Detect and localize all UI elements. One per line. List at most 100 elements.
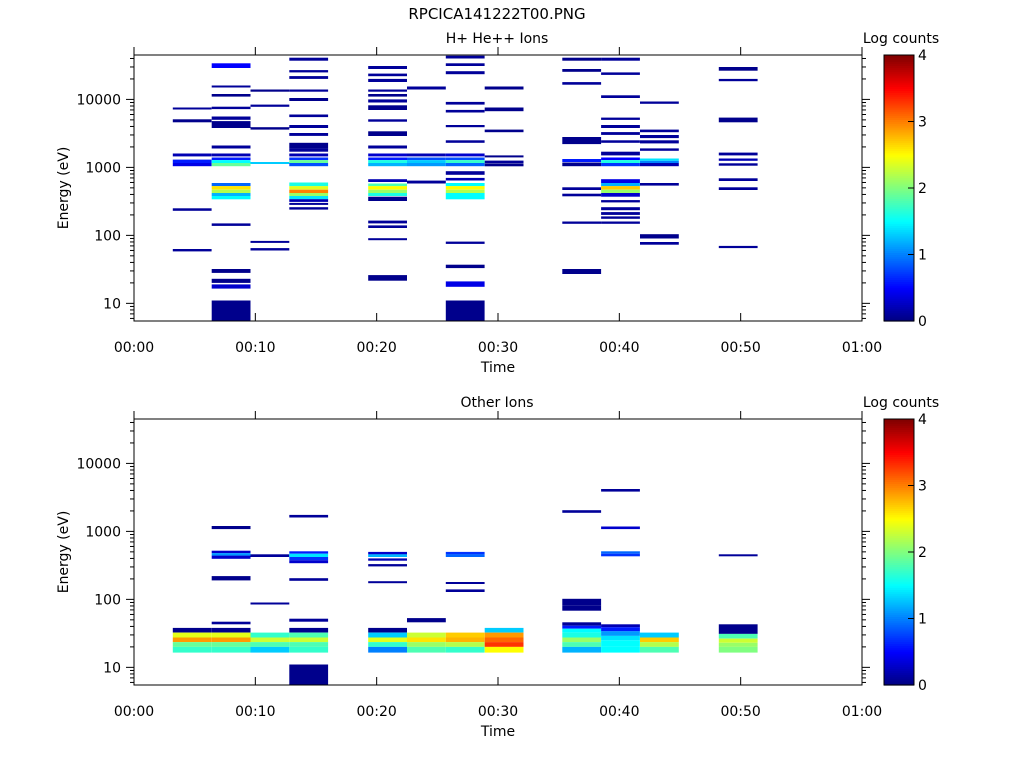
heatmap-cell: [601, 183, 640, 187]
heatmap-cell: [601, 640, 640, 647]
heatmap-cell: [368, 163, 407, 167]
colorbar-step: [884, 527, 914, 530]
colorbar-step: [884, 556, 914, 559]
colorbar-step: [884, 468, 914, 472]
heatmap-cell: [407, 180, 446, 184]
colorbar-step: [884, 156, 914, 160]
colorbar-step: [884, 500, 914, 503]
heatmap-cell: [289, 642, 329, 647]
colorbar-step: [884, 466, 914, 470]
colorbar-step: [884, 169, 914, 172]
colorbar-step: [884, 279, 914, 283]
colorbar-step: [884, 163, 914, 166]
colorbar-step: [884, 635, 914, 638]
colorbar-step: [884, 233, 914, 237]
colorbar-step: [884, 167, 914, 170]
heatmap-cell: [484, 160, 524, 163]
colorbar-step: [884, 277, 914, 281]
heatmap-cell: [407, 157, 446, 161]
heatmap-cell: [289, 193, 329, 196]
heatmap-cell: [211, 555, 251, 559]
colorbar-step: [884, 310, 914, 314]
colorbar-step: [884, 119, 914, 123]
heatmap-cell: [484, 642, 524, 647]
heatmap-cell: [211, 160, 251, 163]
heatmap-cell: [601, 631, 640, 636]
heatmap-cell: [211, 106, 251, 110]
x-axis-label: Time: [480, 360, 515, 376]
colorbar-step: [884, 129, 914, 133]
heatmap-cell: [601, 117, 640, 120]
heatmap-cell: [601, 200, 640, 203]
colorbar-step: [884, 429, 914, 433]
heatmap-cell: [601, 212, 640, 215]
colorbar-step: [884, 524, 914, 528]
colorbar-step: [884, 537, 914, 541]
heatmap-cell: [368, 179, 407, 182]
colorbar-step: [884, 560, 914, 563]
colorbar-step: [884, 281, 914, 285]
heatmap-cell: [601, 160, 640, 163]
colorbar-step: [884, 522, 914, 526]
colorbar-step: [884, 229, 914, 233]
heatmap-cells: [172, 489, 758, 685]
colorbar-step: [884, 152, 914, 156]
y-tick-label: 10: [103, 660, 121, 676]
colorbar-step: [884, 421, 914, 424]
colorbar-step: [884, 576, 914, 580]
colorbar-tick-label: 2: [918, 545, 927, 561]
colorbar-step: [884, 585, 914, 588]
heatmap-cell: [718, 638, 758, 643]
heatmap-cell: [211, 153, 251, 157]
heatmap-cell: [601, 189, 640, 193]
heatmap-cell: [601, 163, 640, 167]
colorbar-step: [884, 581, 914, 584]
heatmap-cell: [640, 158, 679, 161]
colorbar-step: [884, 678, 914, 682]
colorbar-step: [884, 666, 914, 669]
heatmap-cell: [211, 553, 251, 556]
heatmap-cell: [289, 646, 329, 653]
heatmap-cell: [407, 642, 446, 647]
heatmap-cell: [562, 628, 602, 633]
heatmap-cell: [289, 553, 329, 557]
heatmap-cell: [562, 622, 602, 626]
colorbar-step: [884, 614, 914, 618]
x-tick-label: 00:10: [235, 704, 275, 720]
x-axis-label: Time: [480, 724, 515, 740]
heatmap-cell: [718, 187, 758, 190]
colorbar-step: [884, 529, 914, 532]
colorbar-step: [884, 158, 914, 162]
heatmap-cell: [211, 284, 251, 289]
colorbar-step: [884, 100, 914, 104]
heatmap-cell: [640, 101, 679, 104]
heatmap-cell: [289, 189, 329, 193]
heatmap-cell: [562, 642, 602, 647]
heatmap-cell: [368, 131, 407, 136]
colorbar-step: [884, 510, 914, 514]
heatmap-cell: [289, 76, 329, 79]
colorbar-step: [884, 456, 914, 460]
colorbar-step: [884, 610, 914, 613]
colorbar-step: [884, 254, 914, 258]
colorbar-step: [884, 104, 914, 108]
heatmap-cell: [601, 221, 640, 224]
colorbar-step: [884, 133, 914, 137]
heatmap-cell: [211, 186, 251, 190]
colorbar-step: [884, 289, 914, 293]
x-tick-label: 00:00: [114, 340, 154, 356]
colorbar-step: [884, 300, 914, 303]
colorbar-tick-label: 4: [918, 48, 927, 64]
heatmap-cell: [289, 148, 329, 152]
heatmap-cell: [718, 158, 758, 161]
heatmap-cell: [445, 101, 485, 105]
heatmap-cell: [368, 73, 407, 77]
colorbar-step: [884, 140, 914, 143]
heatmap-cell: [368, 564, 407, 567]
heatmap-cell: [562, 598, 602, 606]
colorbar-step: [884, 491, 914, 495]
colorbar-step: [884, 82, 914, 85]
x-tick-label: 00:20: [356, 340, 396, 356]
colorbar-step: [884, 641, 914, 645]
colorbar-step: [884, 92, 914, 96]
